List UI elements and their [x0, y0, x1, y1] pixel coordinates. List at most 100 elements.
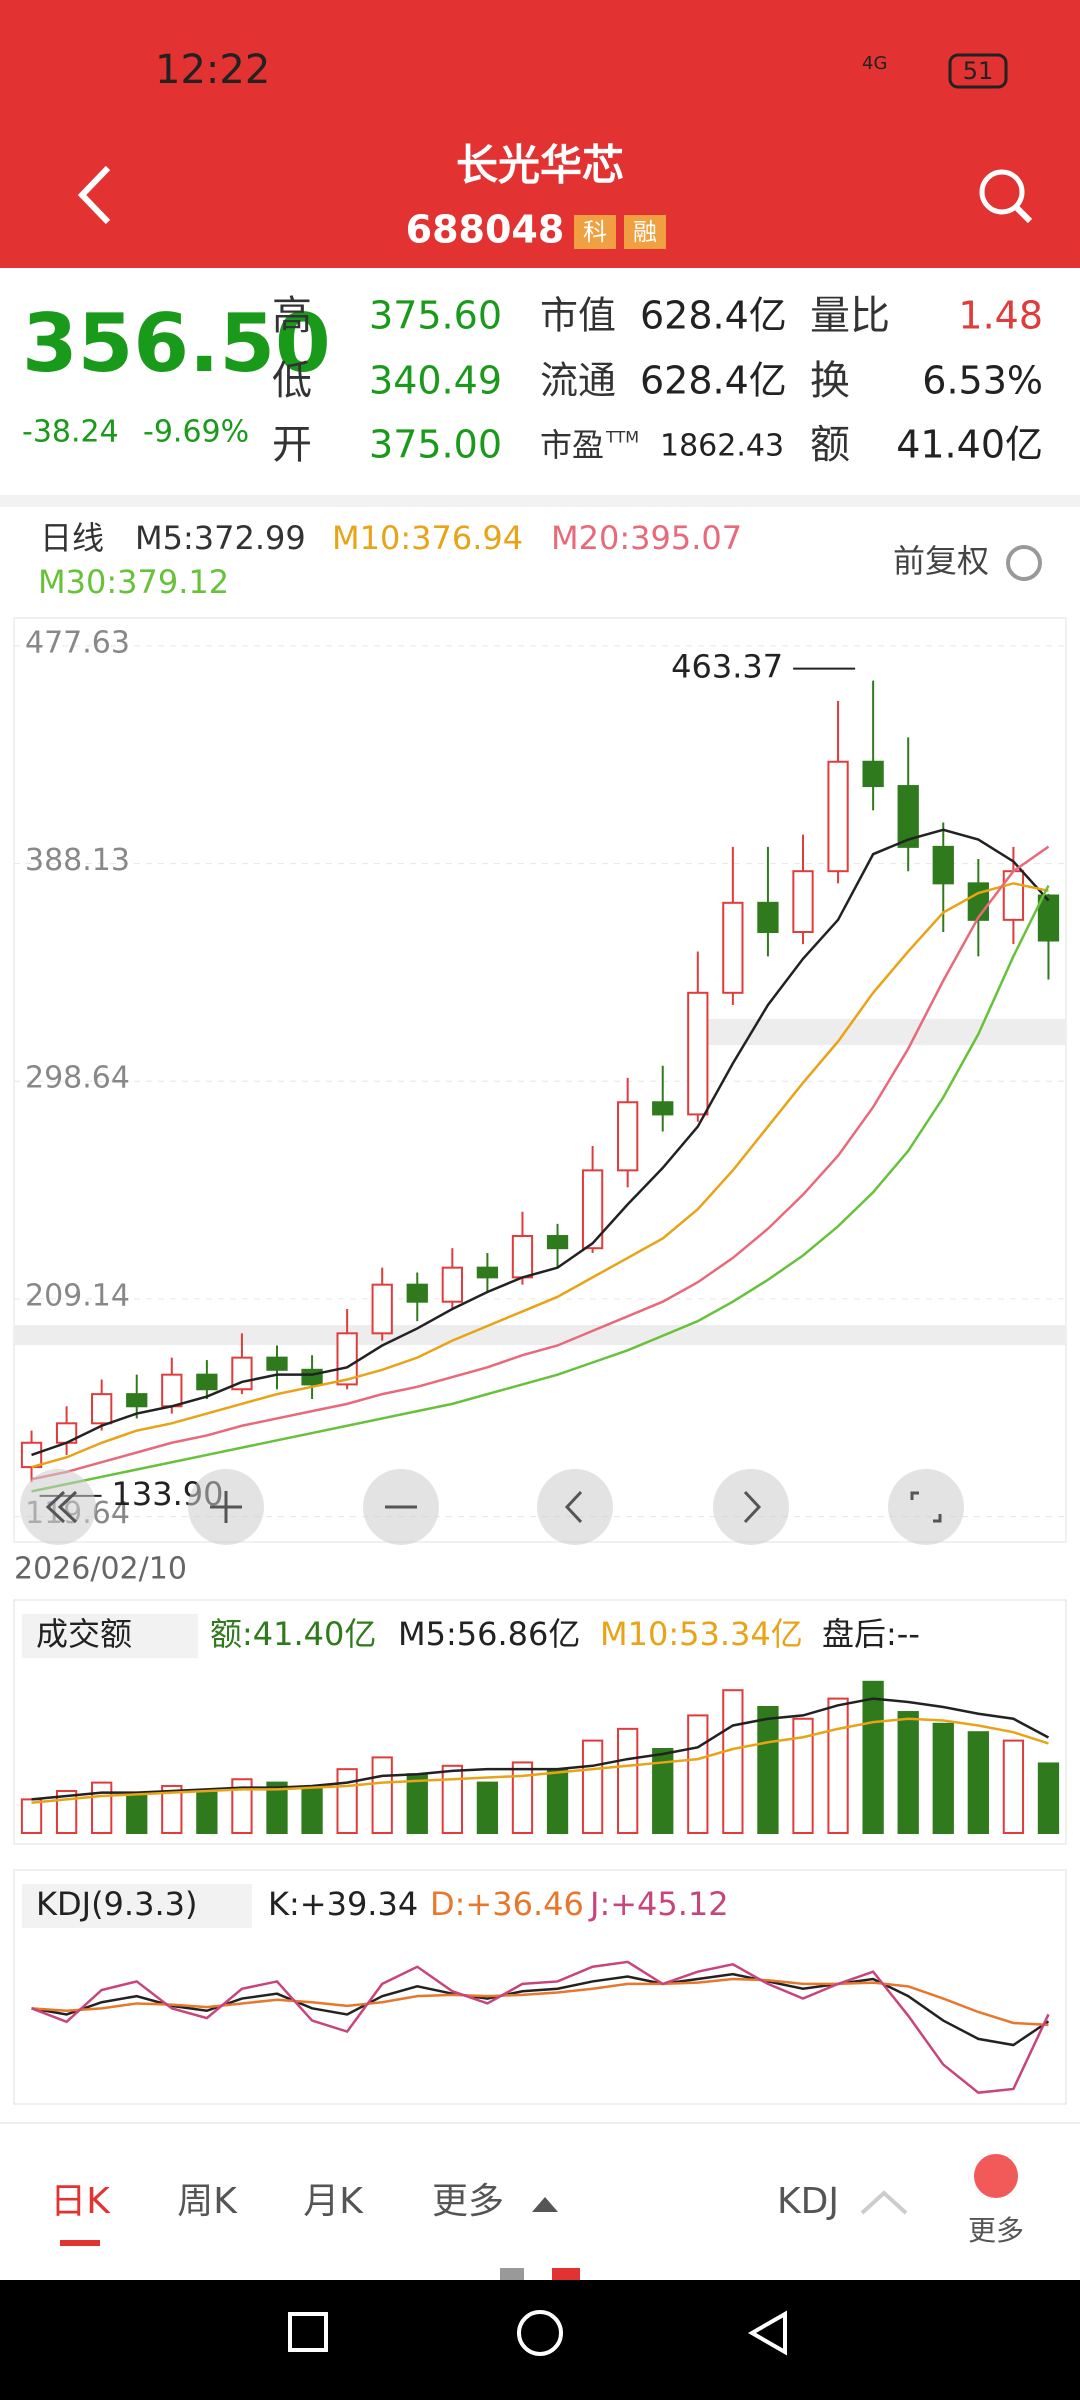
volume-bar: [406, 1773, 428, 1834]
volume-ma-line: [31, 1717, 1049, 1805]
candle-body: [967, 882, 989, 921]
selector-bg[interactable]: [22, 1614, 198, 1658]
legend-item: M20:395.07: [551, 519, 742, 557]
stat-label: 流通: [540, 359, 616, 403]
candle-body: [1037, 894, 1060, 942]
candle-body: [932, 845, 954, 885]
candle-body: [792, 870, 814, 933]
volume-bar: [511, 1761, 534, 1834]
control-icon: [210, 1491, 242, 1523]
selector-bg[interactable]: [22, 1884, 252, 1928]
stat-value: 1.48: [958, 294, 1043, 338]
volume-bar: [546, 1768, 569, 1835]
legend-item: J:+45.12: [588, 1885, 729, 1923]
candle-body: [652, 1101, 674, 1116]
volume-bar: [336, 1768, 358, 1835]
chart-control-button[interactable]: [888, 1469, 964, 1545]
volume-bar: [476, 1781, 499, 1834]
indicator-caret: [860, 2190, 908, 2215]
stock-name: 长光华芯: [456, 141, 624, 190]
legend-item: M10:376.94: [332, 519, 523, 557]
battery-icon: [948, 53, 1008, 89]
nav-home[interactable]: [517, 2310, 563, 2356]
pe-suffix: TTM: [605, 428, 639, 447]
volume-bar: [371, 1756, 393, 1835]
settings-icon[interactable]: [1006, 545, 1042, 581]
stat-value: 1862.43: [660, 429, 784, 464]
volume-bar: [91, 1781, 113, 1834]
battery: 51: [963, 57, 994, 85]
search-button[interactable]: [979, 169, 1033, 224]
legend-item: M10:53.34亿: [600, 1615, 803, 1653]
stock-code: 688048: [406, 208, 565, 252]
candle-body: [196, 1373, 218, 1391]
candle-body: [511, 1235, 534, 1279]
page-dot: [552, 2268, 580, 2280]
control-icon: [45, 1490, 78, 1524]
volume-bar: [196, 1791, 218, 1835]
stat-label: 市盈: [540, 426, 604, 464]
y-tick-label: 388.13: [25, 843, 130, 878]
chart-control-button[interactable]: [537, 1469, 613, 1545]
tab[interactable]: 周K: [177, 2181, 238, 2222]
nav-recent[interactable]: [288, 2312, 328, 2352]
date-label: 2026/02/10: [14, 1552, 187, 1587]
candle-body: [91, 1393, 113, 1425]
kdj-line: [31, 1960, 1050, 2094]
band: [14, 1325, 1066, 1345]
stat-value: 375.00: [369, 423, 502, 467]
candle-body: [126, 1393, 148, 1408]
change-pct: -9.69%: [143, 415, 249, 450]
more-button[interactable]: 更多: [968, 2214, 1024, 2247]
stat-label: 市值: [540, 294, 616, 338]
indicator-tab[interactable]: KDJ: [777, 2181, 839, 2222]
volume-bar: [932, 1722, 954, 1835]
adjust-button[interactable]: 前复权: [893, 542, 989, 580]
tab[interactable]: 更多: [432, 2181, 504, 2222]
candle-body: [722, 901, 744, 994]
tab[interactable]: 月K: [303, 2181, 364, 2222]
candle-body: [546, 1235, 569, 1250]
legend-item: D:+36.46: [430, 1885, 584, 1923]
more-icon[interactable]: [974, 2154, 1018, 2198]
volume-bar: [581, 1739, 604, 1834]
back-button[interactable]: [77, 165, 111, 225]
indicator-selector[interactable]: KDJ(9.3.3): [36, 1885, 197, 1923]
stat-label: 低: [272, 358, 312, 404]
legend-item: 额:41.40亿: [210, 1615, 376, 1653]
candle-body: [897, 785, 919, 848]
control-icon: [564, 1490, 583, 1524]
separator: [0, 2122, 1080, 2124]
kdj-panel: [13, 1869, 1067, 2105]
candle-body: [862, 760, 884, 788]
volume-panel: [13, 1599, 1067, 1845]
chart-control-button[interactable]: [713, 1469, 789, 1545]
stat-label: 换: [810, 358, 850, 404]
volume-bar: [722, 1689, 744, 1834]
stat-label: 量比: [810, 293, 890, 339]
legend-item: M30:379.12: [38, 563, 229, 601]
price-panel: [13, 617, 1067, 1543]
stat-value: 628.4亿: [640, 294, 787, 338]
volume-bar: [792, 1717, 814, 1835]
stat-value: 375.60: [369, 294, 502, 338]
volume-bar: [1002, 1739, 1025, 1834]
stat-value: 628.4亿: [640, 359, 787, 403]
indicator-selector[interactable]: 成交额: [36, 1615, 132, 1653]
stat-value: 6.53%: [922, 359, 1043, 403]
change: -38.24: [22, 415, 119, 450]
candle-body: [441, 1266, 463, 1303]
nav-back[interactable]: [747, 2310, 787, 2356]
volume-bar: [862, 1680, 884, 1835]
volume-bar: [126, 1795, 148, 1835]
volume-bar: [1037, 1762, 1060, 1834]
tab[interactable]: 日K: [50, 2181, 111, 2222]
network: 4G: [862, 53, 887, 74]
badge-bg: [624, 215, 666, 249]
y-tick-label: 209.14: [25, 1278, 130, 1313]
nav-bar: [0, 2280, 1080, 2400]
volume-bar: [441, 1764, 463, 1835]
candle-body: [581, 1169, 604, 1250]
